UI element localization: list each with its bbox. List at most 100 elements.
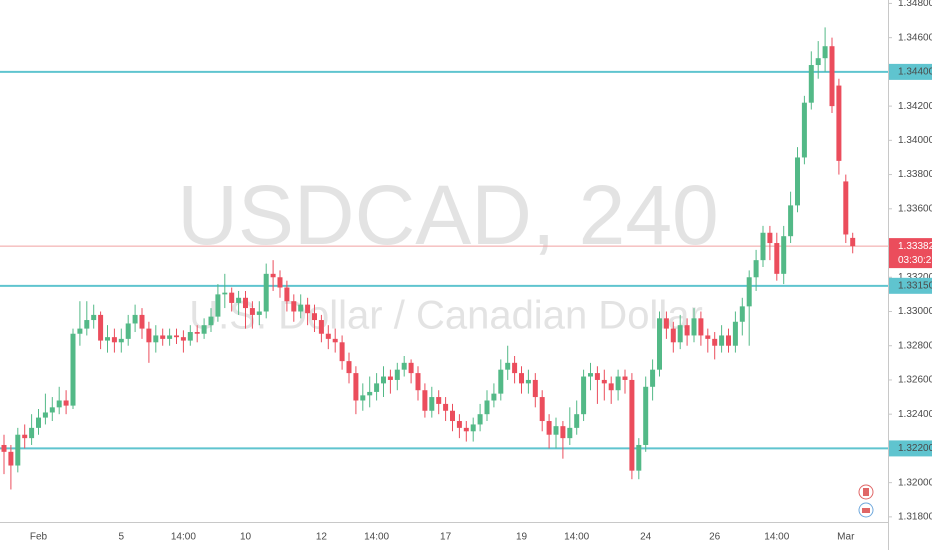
candle-body [429,397,435,411]
candle-body [325,333,331,339]
candle-body [222,292,228,295]
candle-body [788,205,794,237]
candle-body [657,318,662,370]
candle-body [263,273,269,312]
candle-body [705,335,711,339]
candle-body [477,414,483,425]
candle-body [456,421,462,428]
y-tick-label: 1.33800 [898,169,932,180]
candle-body [574,414,580,428]
y-tick-label: 1.34000 [898,135,932,146]
candle-body [243,297,248,309]
candle-body [312,313,317,321]
level-label-bg [889,440,932,457]
candle-body [836,85,842,161]
x-tick-label: 26 [709,532,721,543]
x-tick-label: 17 [440,532,452,543]
candle-body [774,243,780,274]
y-tick-label: 1.32000 [898,477,932,488]
candle-body [84,320,90,329]
level-label: 1.34400 [898,67,932,78]
candle-body [360,395,366,401]
candle-body [822,46,828,59]
candle-body [463,427,469,432]
x-tick-label: 10 [240,532,252,543]
y-tick-label: 1.34200 [898,101,932,112]
candle-body [843,181,849,235]
candle-body [153,335,159,343]
candle-body [387,376,393,380]
candle-body [636,444,642,471]
candle-body [808,65,814,103]
candle-body [670,328,676,343]
candle-body [519,373,524,384]
candle-body [629,379,635,471]
candle-body [215,294,221,317]
y-tick-label: 1.32600 [898,375,932,386]
level-label-bg [889,277,932,294]
candle-body [174,335,179,338]
candle-body [677,325,683,343]
y-tick-label: 1.34800 [898,0,932,9]
x-tick-label: Mar [837,532,855,543]
candle-body [546,421,552,435]
candle-body [277,277,283,288]
candle-body [105,337,110,341]
candle-body [167,335,173,339]
level-label: 1.32200 [898,443,932,454]
candle-body [111,337,117,343]
x-tick-label: 24 [640,532,652,543]
candle-body [532,379,538,398]
candle-body [146,328,152,343]
candle-body [332,338,338,343]
candle-body [663,318,669,329]
x-tick-label: 14:00 [364,532,389,543]
candle-body [422,390,428,411]
candle-body [505,362,511,370]
price-label-bg [889,238,932,269]
x-tick-label: 5 [119,532,125,543]
axes: 1.31800 1.32000 1.32200 1.32400 1.32600 1.328… [30,0,932,543]
candle-body [746,277,752,307]
candle-body [719,335,725,346]
candle-body [194,332,200,334]
candle-body [381,376,386,384]
candle-body [408,362,414,374]
candle-body [70,333,76,406]
candle-body [284,287,290,302]
candle-body [732,321,738,346]
x-tick-label: 19 [516,532,528,543]
candle-body [374,383,380,392]
candle-body [56,400,62,408]
candle-body [684,325,690,336]
candle-body [539,397,545,422]
candle-body [118,338,124,343]
candle-body [298,304,304,312]
candle-body [22,434,28,439]
candle-body [77,328,83,334]
candle-body [588,373,593,377]
candle-body [760,232,766,261]
y-tick-label: 1.33000 [898,306,932,317]
candle-body [8,451,14,466]
candle-body [394,369,400,380]
candle-body [726,335,731,346]
candle-body [767,232,773,244]
candle-body [1,444,7,452]
y-tick-label: 1.33200 [898,272,932,283]
candle-body [249,308,255,315]
candle-body [594,373,600,380]
candle-body [615,376,621,391]
candle-body [318,320,324,334]
candle-body [353,373,359,401]
candle-body [91,314,97,321]
candle-body [187,332,193,341]
candle-body [553,426,559,435]
candle-body [346,361,352,374]
candle-body [567,427,573,439]
candle-body [850,237,856,247]
candle-body [443,403,449,411]
candle-body [139,314,145,329]
